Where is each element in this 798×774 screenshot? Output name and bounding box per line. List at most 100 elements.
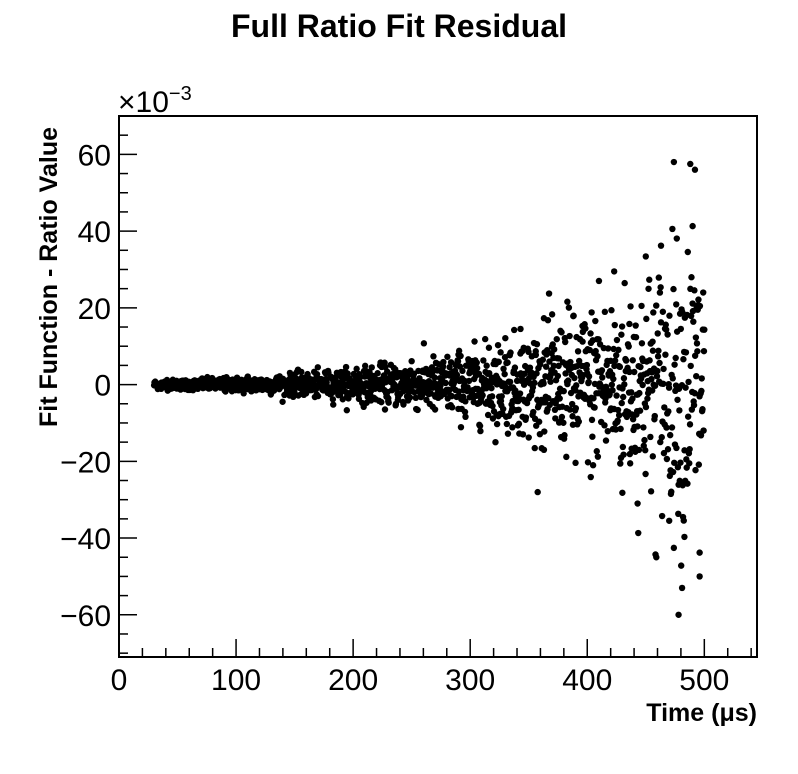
data-point bbox=[648, 375, 655, 383]
data-point bbox=[374, 370, 381, 377]
data-point bbox=[655, 274, 663, 281]
data-point bbox=[522, 414, 530, 421]
data-point bbox=[568, 400, 576, 408]
data-point bbox=[530, 408, 537, 416]
data-point bbox=[594, 353, 601, 360]
data-point bbox=[484, 411, 492, 419]
data-point bbox=[621, 279, 628, 287]
data-point bbox=[447, 359, 455, 366]
data-point bbox=[287, 372, 294, 379]
data-point bbox=[502, 334, 509, 342]
data-point bbox=[525, 434, 532, 441]
data-point bbox=[422, 365, 430, 373]
data-point bbox=[471, 338, 478, 345]
data-point bbox=[461, 408, 469, 416]
data-point bbox=[558, 413, 566, 421]
data-point bbox=[455, 347, 463, 355]
data-point bbox=[279, 398, 286, 405]
data-point bbox=[639, 381, 646, 389]
data-point bbox=[488, 393, 496, 400]
data-point bbox=[670, 285, 677, 293]
data-point bbox=[629, 395, 636, 402]
y-multiplier-exponent: −3 bbox=[169, 83, 192, 105]
data-point bbox=[632, 334, 640, 341]
data-point bbox=[420, 340, 428, 347]
data-point bbox=[430, 353, 437, 360]
x-axis-ticks bbox=[118, 639, 752, 657]
data-point bbox=[691, 287, 698, 294]
data-point bbox=[618, 399, 625, 407]
data-point bbox=[696, 549, 703, 556]
data-point bbox=[672, 354, 679, 362]
data-point bbox=[675, 611, 682, 618]
data-point bbox=[670, 158, 678, 166]
data-point bbox=[552, 415, 559, 422]
data-point bbox=[659, 308, 667, 315]
data-point bbox=[650, 309, 657, 316]
data-point bbox=[652, 551, 659, 558]
data-point bbox=[485, 344, 493, 351]
data-point bbox=[610, 375, 617, 383]
data-point bbox=[700, 347, 708, 355]
data-point bbox=[664, 446, 672, 453]
x-axis-title: Time (μs) bbox=[646, 699, 757, 727]
data-point bbox=[353, 365, 360, 373]
data-point bbox=[601, 422, 608, 429]
data-point bbox=[685, 378, 692, 386]
data-point bbox=[573, 362, 581, 370]
data-point bbox=[673, 444, 680, 452]
data-point bbox=[700, 427, 707, 434]
data-point bbox=[684, 480, 691, 487]
data-point bbox=[684, 413, 692, 420]
x-tick-label: 100 bbox=[211, 664, 261, 697]
data-point bbox=[618, 323, 626, 330]
data-point bbox=[664, 331, 671, 338]
data-point bbox=[682, 384, 689, 391]
data-point bbox=[479, 392, 486, 399]
data-point bbox=[694, 348, 701, 355]
data-point bbox=[684, 248, 692, 256]
data-point bbox=[545, 395, 552, 402]
data-point bbox=[693, 340, 701, 347]
data-point bbox=[594, 453, 602, 460]
x-axis-tick-labels: 0 100 200 300 400 500 bbox=[111, 664, 730, 697]
data-point bbox=[329, 396, 337, 403]
data-point bbox=[675, 510, 682, 518]
data-point bbox=[687, 312, 695, 320]
y-multiplier-base: ×10 bbox=[118, 86, 169, 119]
y-tick-label: 20 bbox=[78, 293, 111, 326]
data-point bbox=[549, 341, 556, 348]
data-point bbox=[627, 303, 634, 310]
data-point bbox=[634, 500, 641, 507]
data-point bbox=[457, 352, 464, 360]
data-point bbox=[691, 166, 699, 173]
data-point bbox=[649, 453, 657, 460]
data-point bbox=[665, 384, 673, 391]
data-point bbox=[465, 377, 473, 385]
data-point bbox=[688, 274, 695, 281]
data-point bbox=[582, 325, 589, 332]
data-point bbox=[613, 336, 621, 344]
data-point bbox=[614, 417, 621, 424]
data-point bbox=[604, 427, 611, 435]
data-point bbox=[442, 379, 449, 387]
data-point bbox=[696, 302, 704, 310]
data-point bbox=[459, 367, 466, 375]
data-point bbox=[515, 420, 523, 428]
data-point bbox=[692, 466, 699, 474]
data-point bbox=[632, 322, 639, 329]
data-point bbox=[368, 364, 375, 371]
data-point bbox=[563, 453, 570, 461]
data-point bbox=[298, 368, 305, 376]
y-tick-label: 40 bbox=[78, 216, 111, 249]
data-point bbox=[615, 411, 623, 419]
data-point bbox=[533, 370, 540, 377]
data-point bbox=[676, 407, 683, 414]
data-point bbox=[501, 370, 508, 378]
data-point bbox=[483, 362, 490, 369]
data-point bbox=[525, 348, 532, 356]
data-point bbox=[560, 387, 567, 395]
data-point bbox=[693, 372, 700, 380]
data-point bbox=[562, 338, 569, 346]
data-point bbox=[692, 334, 700, 341]
